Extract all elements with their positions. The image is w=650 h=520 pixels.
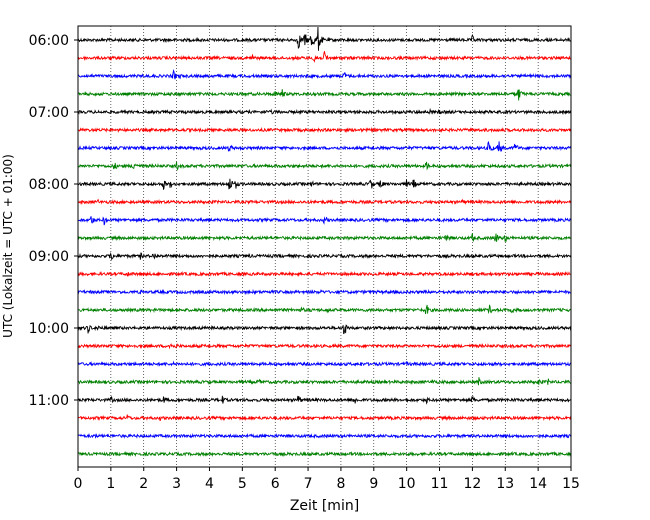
trace-08:15	[77, 198, 572, 205]
y-tick-label: 07:00	[29, 105, 69, 121]
x-axis-label: Zeit [min]	[290, 498, 359, 514]
x-tick-label: 10	[398, 476, 416, 492]
trace-08:45	[77, 233, 572, 242]
x-tick-label: 8	[336, 476, 345, 492]
x-tick-label: 15	[562, 476, 580, 492]
trace-10:15	[77, 342, 572, 350]
y-tick-label: 08:00	[29, 177, 69, 193]
trace-07:30	[77, 140, 572, 153]
y-tick-label: 10:00	[29, 321, 69, 337]
x-tick-label: 14	[529, 476, 547, 492]
y-axis: 06:00 07:00 08:00 09:00 10:00 11:00	[29, 33, 78, 409]
trace-10:45	[77, 377, 572, 386]
trace-07:00	[77, 107, 572, 116]
trace-06:00	[77, 27, 572, 51]
trace-06:45	[77, 89, 572, 101]
y-axis-label: UTC (Lokalzeit = UTC + 01:00)	[1, 154, 15, 338]
trace-09:30	[77, 288, 572, 296]
y-tick-label: 11:00	[29, 393, 69, 409]
x-tick-label: 3	[172, 476, 181, 492]
x-tick-label: 1	[106, 476, 115, 492]
x-tick-label: 9	[369, 476, 378, 492]
plot-frame	[77, 25, 572, 468]
trace-08:00	[77, 178, 572, 190]
trace-11:45	[77, 450, 572, 458]
trace-09:00	[77, 251, 572, 261]
y-tick-label: 06:00	[29, 33, 69, 49]
trace-11:30	[77, 432, 572, 440]
trace-08:30	[77, 216, 572, 226]
trace-09:15	[77, 270, 572, 278]
trace-07:45	[77, 161, 572, 171]
traces	[77, 27, 572, 458]
trace-10:00	[77, 324, 572, 335]
x-tick-label: 13	[496, 476, 514, 492]
trace-11:00	[77, 395, 572, 405]
trace-06:15	[77, 51, 572, 63]
x-axis: 0 1 2 3 4 5 6 7 8 9 10 11 12 13 14 15	[74, 467, 580, 492]
x-tick-label: 5	[238, 476, 247, 492]
x-tick-label: 11	[431, 476, 449, 492]
y-tick-label: 09:00	[29, 249, 69, 265]
x-tick-label: 12	[463, 476, 481, 492]
x-tick-label: 0	[74, 476, 83, 492]
x-tick-label: 2	[139, 476, 148, 492]
trace-06:30	[77, 68, 572, 80]
trace-10:30	[77, 360, 572, 367]
trace-07:15	[77, 126, 572, 134]
x-tick-label: 6	[271, 476, 280, 492]
x-tick-label: 7	[304, 476, 313, 492]
trace-09:45	[77, 304, 572, 315]
x-tick-label: 4	[205, 476, 214, 492]
trace-11:15	[77, 414, 572, 422]
